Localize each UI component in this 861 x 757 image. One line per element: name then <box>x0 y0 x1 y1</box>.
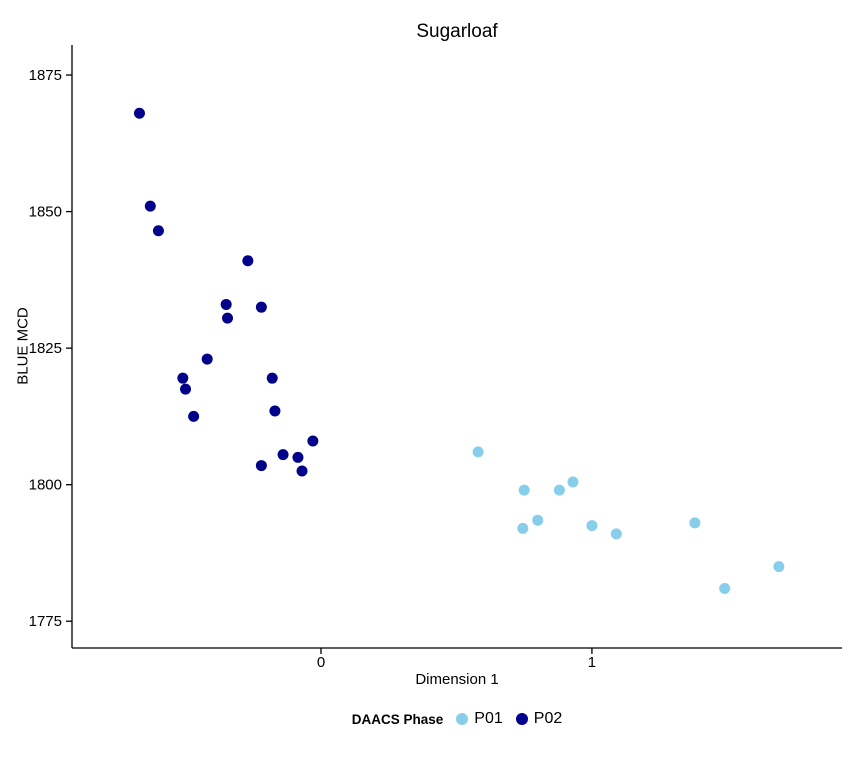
p02-swatch-icon <box>515 713 528 725</box>
data-point-p01 <box>586 520 598 532</box>
x-axis-label: Dimension 1 <box>415 671 499 688</box>
legend-item-label: P02 <box>533 710 563 727</box>
data-point-p01 <box>610 528 622 540</box>
data-point-p02 <box>220 298 232 310</box>
y-tick-label: 1825 <box>29 340 62 357</box>
data-point-p01 <box>517 522 529 534</box>
p01-swatch-icon <box>456 713 469 725</box>
legend: DAACS Phase P01 P02 <box>72 705 842 733</box>
data-point-p02 <box>242 255 254 267</box>
data-point-p01 <box>518 484 530 496</box>
chart-title: Sugarloaf <box>416 21 498 42</box>
y-tick-label: 1875 <box>29 67 62 84</box>
data-point-p01 <box>719 582 731 594</box>
data-point-p02 <box>292 451 304 463</box>
y-tick-label: 1775 <box>29 613 62 630</box>
data-point-p02 <box>277 449 289 461</box>
x-tick-label: 0 <box>317 654 325 671</box>
data-point-p02 <box>188 410 200 422</box>
data-point-p02 <box>255 460 267 472</box>
data-point-p02 <box>152 225 164 237</box>
data-point-p01 <box>553 484 565 496</box>
data-point-p02 <box>177 372 189 384</box>
data-point-p02 <box>180 383 192 395</box>
data-point-p01 <box>532 514 544 526</box>
data-point-p02 <box>269 405 281 417</box>
y-tick-label: 1850 <box>29 204 62 221</box>
data-point-p01 <box>773 561 785 573</box>
legend-title: DAACS Phase <box>351 711 444 727</box>
data-point-p02 <box>266 372 278 384</box>
legend-item-p02: P02 <box>515 710 563 728</box>
data-point-p02 <box>133 107 145 119</box>
y-tick-label: 1800 <box>29 477 62 494</box>
legend-item-label: P01 <box>474 710 503 727</box>
data-point-p02 <box>307 435 319 447</box>
data-point-p02 <box>222 312 234 324</box>
data-point-p02 <box>144 200 156 212</box>
data-point-p01 <box>472 446 484 458</box>
data-point-p02 <box>255 301 267 313</box>
data-point-p02 <box>296 465 308 477</box>
data-point-p01 <box>567 476 579 488</box>
data-point-p01 <box>689 517 701 529</box>
legend-item-p01: P01 <box>456 710 503 728</box>
x-tick-label: 1 <box>588 654 596 671</box>
data-point-p02 <box>201 353 213 365</box>
